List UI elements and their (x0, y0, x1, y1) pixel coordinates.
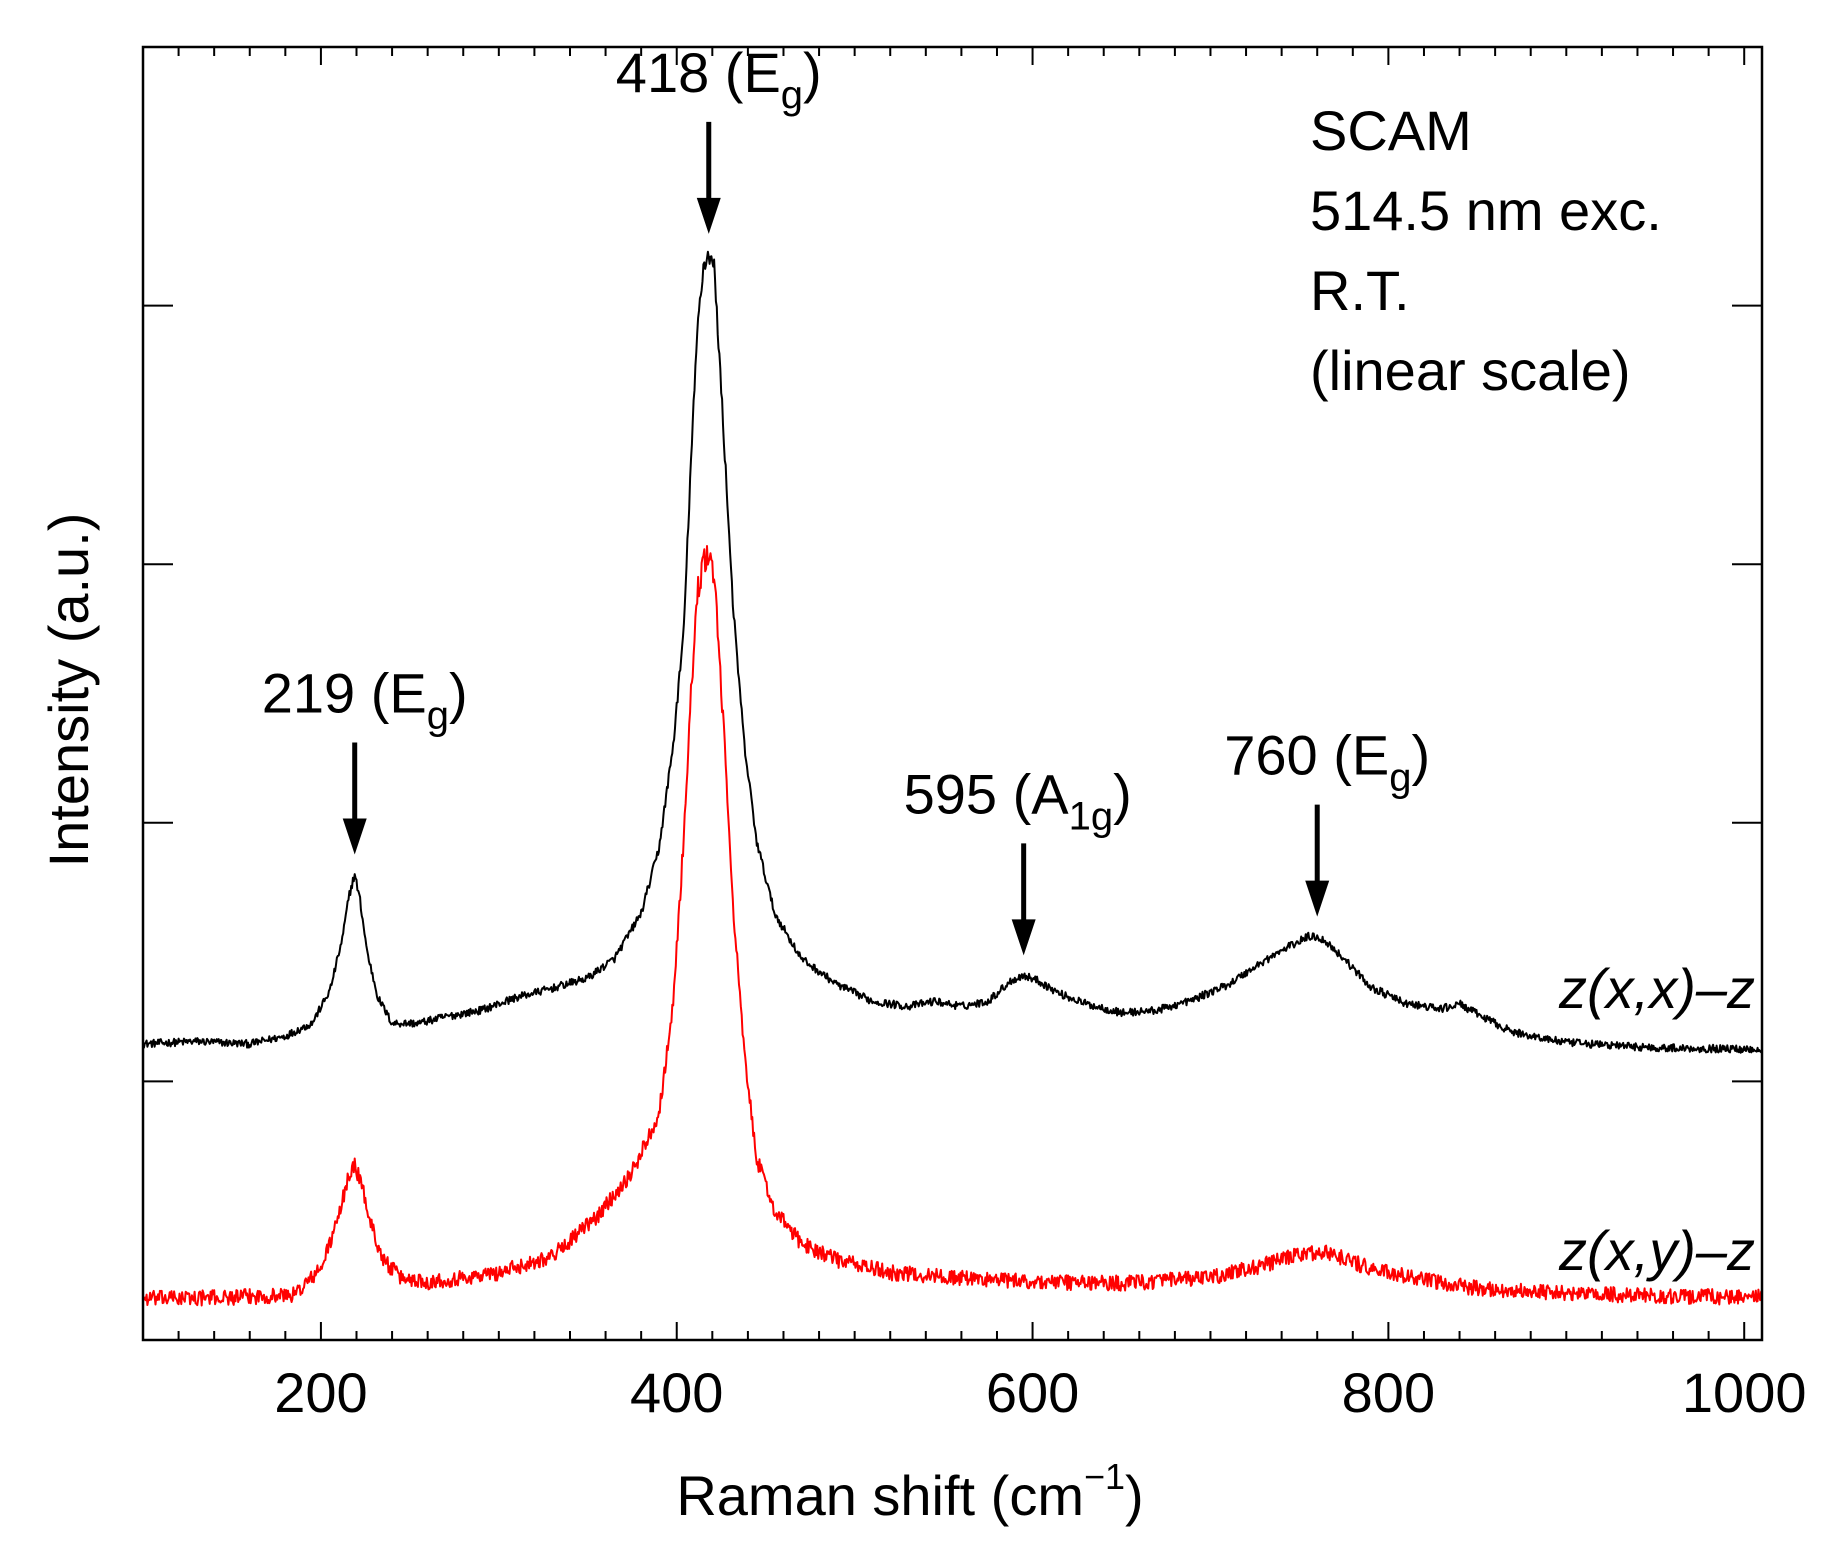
series-line-xx (142, 250, 1763, 1054)
x-tick-label: 400 (630, 1361, 723, 1424)
x-tick-label: 800 (1342, 1361, 1435, 1424)
ticks-layer (142, 47, 1762, 1340)
info-line-sample: SCAM (1310, 99, 1472, 162)
info-block: SCAM 514.5 nm exc. R.T. (linear scale) (1310, 99, 1662, 402)
peak-label-219: 219 (Eg) (262, 662, 468, 738)
series-line-xy (142, 545, 1763, 1307)
x-tick-label: 1000 (1682, 1361, 1807, 1424)
peak-arrow-head (1305, 880, 1330, 917)
trace-label-xy: z(x,y)–z (1558, 1219, 1755, 1282)
x-tick-label: 600 (986, 1361, 1079, 1424)
peak-label-418: 418 (Eg) (616, 41, 822, 117)
y-axis-title: Intensity (a.u.) (37, 513, 100, 868)
peak-label-760: 760 (Eg) (1224, 724, 1430, 800)
tick-labels-layer: 200 400 600 800 1000 (274, 1361, 1806, 1424)
peak-label-595: 595 (A1g) (904, 762, 1132, 838)
trace-label-xx: z(x,x)–z (1558, 957, 1755, 1020)
peak-arrow-head (342, 818, 367, 855)
series-layer (142, 250, 1763, 1307)
info-line-temperature: R.T. (1310, 259, 1410, 322)
peak-arrow-head (1011, 919, 1036, 956)
annotations-layer: 219 (Eg) 418 (Eg) 595 (A1g) 760 (Eg) (262, 41, 1430, 956)
info-line-excitation: 514.5 nm exc. (1310, 179, 1662, 242)
x-axis-title: Raman shift (cm−1) (676, 1456, 1143, 1527)
plot-frame (141, 45, 1764, 1342)
x-tick-label: 200 (274, 1361, 367, 1424)
info-line-scale: (linear scale) (1310, 339, 1631, 402)
peak-arrow-head (696, 197, 721, 234)
